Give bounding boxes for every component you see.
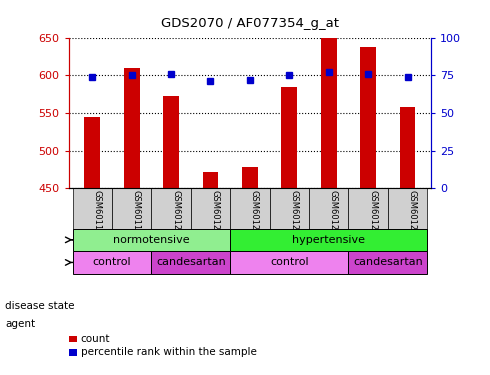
Bar (348, 251, 427, 274)
Bar (400, 107, 416, 188)
Text: count: count (81, 334, 110, 344)
Bar (230, 188, 270, 228)
Bar (202, 172, 219, 188)
Text: control: control (270, 258, 309, 267)
Text: GSM60125: GSM60125 (368, 190, 377, 236)
Bar (191, 188, 230, 228)
Text: GDS2070 / AF077354_g_at: GDS2070 / AF077354_g_at (161, 17, 339, 30)
Text: GSM60120: GSM60120 (171, 190, 180, 236)
Text: disease state: disease state (5, 301, 74, 310)
Bar (281, 87, 297, 188)
Text: GSM60124: GSM60124 (329, 190, 338, 236)
Bar (360, 46, 376, 188)
Text: normotensive: normotensive (113, 235, 190, 245)
Text: GSM60118: GSM60118 (92, 190, 101, 236)
Text: agent: agent (5, 320, 35, 329)
Bar (112, 188, 151, 228)
Bar (163, 96, 179, 188)
Text: GSM60119: GSM60119 (132, 190, 141, 236)
Text: GSM60121: GSM60121 (211, 190, 220, 236)
Bar (73, 251, 151, 274)
Text: percentile rank within the sample: percentile rank within the sample (81, 347, 257, 357)
Text: GSM60123: GSM60123 (289, 190, 298, 236)
Text: candesartan: candesartan (156, 258, 226, 267)
Bar (348, 188, 388, 228)
Text: control: control (93, 258, 131, 267)
Bar (242, 167, 258, 188)
Text: GSM60122: GSM60122 (250, 190, 259, 236)
Bar (84, 117, 100, 188)
Bar (230, 228, 427, 251)
Bar (309, 188, 348, 228)
Text: candesartan: candesartan (353, 258, 423, 267)
Bar (388, 188, 427, 228)
Text: GSM60126: GSM60126 (408, 190, 416, 236)
Bar (321, 38, 337, 188)
Bar (124, 68, 140, 188)
Bar (151, 188, 191, 228)
Bar (270, 188, 309, 228)
Bar (73, 228, 230, 251)
Bar (230, 251, 348, 274)
Bar (151, 251, 230, 274)
Bar (73, 188, 112, 228)
Text: hypertensive: hypertensive (292, 235, 365, 245)
